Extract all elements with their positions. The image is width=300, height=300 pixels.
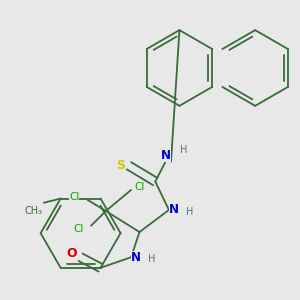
Text: N: N — [131, 251, 141, 264]
Text: Cl: Cl — [69, 192, 80, 202]
Text: H: H — [186, 207, 194, 217]
Text: H: H — [180, 145, 187, 155]
Text: Cl: Cl — [73, 224, 84, 234]
Text: N: N — [161, 149, 171, 162]
Text: H: H — [148, 254, 156, 264]
Text: Cl: Cl — [134, 182, 145, 192]
Text: CH₃: CH₃ — [24, 206, 42, 216]
Text: O: O — [67, 247, 77, 260]
Text: S: S — [116, 159, 125, 172]
Text: N: N — [169, 203, 179, 216]
